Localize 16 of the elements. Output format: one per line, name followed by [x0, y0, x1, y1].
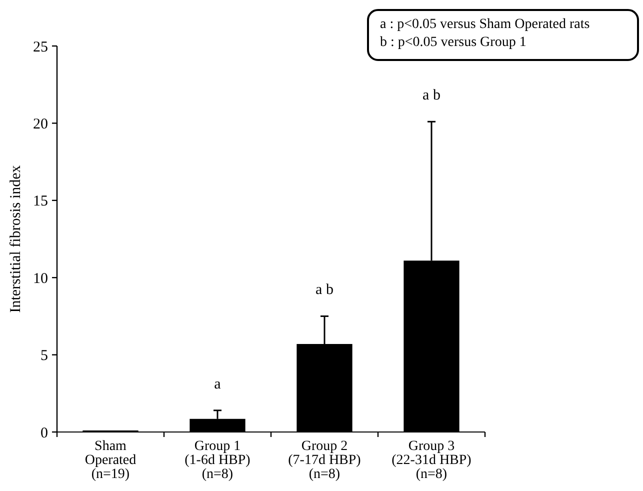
x-tick-label: Group 2 (7-17d HBP) (n=8)	[288, 439, 362, 482]
y-axis-title: Interstitial fibrosis index	[8, 164, 24, 313]
annotation: a	[214, 376, 222, 392]
x-tick-label: Group 3 (22-31d HBP) (n=8)	[392, 439, 472, 482]
y-tick-label: 25	[33, 39, 48, 56]
y-tick-label: 5	[40, 348, 48, 364]
y-tick-label: 10	[33, 270, 48, 287]
y-tick-label: 15	[33, 194, 48, 210]
annotation: a b	[316, 282, 334, 298]
x-tick-label: Group 1 (1-6d HBP) (n=8)	[184, 439, 251, 482]
x-tick-label: Sham Operated (n=19)	[84, 439, 136, 482]
annotation: a b	[422, 88, 440, 104]
y-tick-label: 0	[40, 425, 48, 442]
y-tick-label: 20	[33, 116, 48, 132]
annotation: b : p<0.05 versus Group 1	[380, 35, 526, 50]
text: a : p<0.05 versus Sham Operated rats	[380, 17, 590, 32]
